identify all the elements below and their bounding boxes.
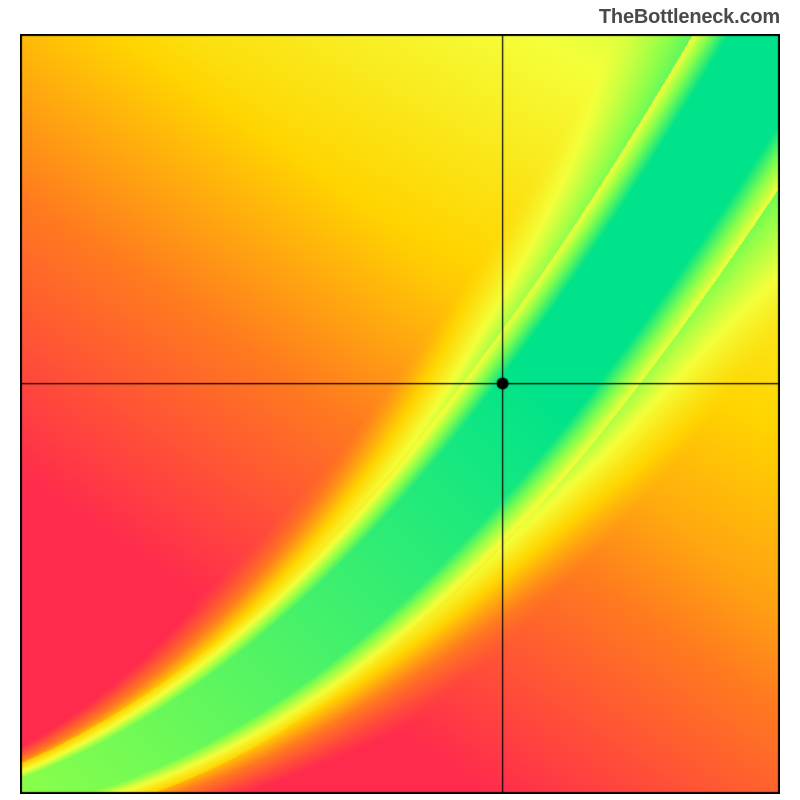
bottleneck-heatmap: [20, 34, 780, 794]
watermark-text: TheBottleneck.com: [599, 6, 780, 29]
